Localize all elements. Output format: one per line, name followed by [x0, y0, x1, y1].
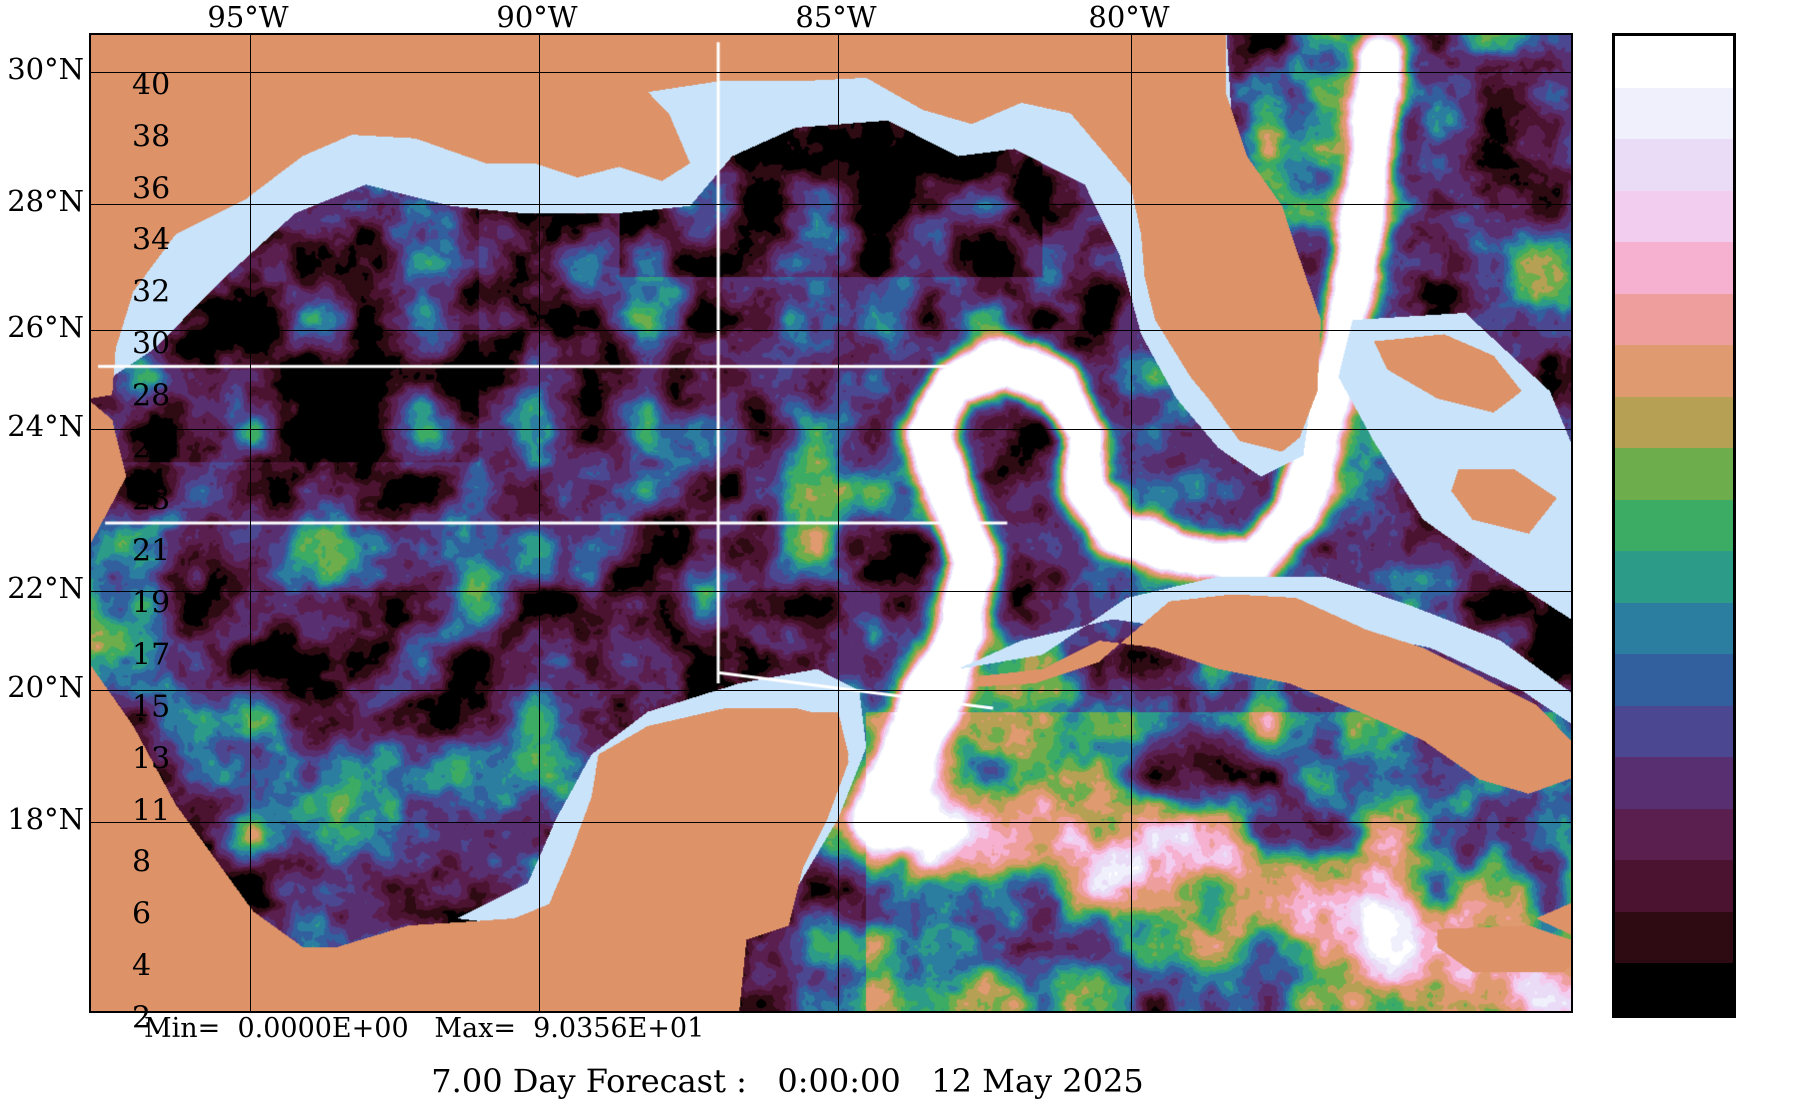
colorbar-band: [1615, 396, 1733, 449]
colorbar-band: [1615, 602, 1733, 655]
colorbar-tick: 19: [132, 585, 171, 621]
colorbar-band: [1615, 705, 1733, 758]
colorbar-tick-labels: 40 38 36 34 32 30 28 25 23 21 19 17 15 13 11 8 6 4 2: [132, 33, 202, 1035]
colorbar-band: [1615, 242, 1733, 294]
colorbar-bands: [1612, 33, 1736, 1018]
colorbar-band: [1615, 757, 1733, 809]
colorbar-tick: 17: [132, 637, 171, 673]
colorbar-tick: 6: [132, 896, 152, 932]
colorbar-band: [1615, 190, 1733, 243]
ocean-field-heatmap: [91, 35, 1571, 1011]
colorbar-band: [1615, 293, 1733, 346]
lat-tick-label: 18°N: [7, 802, 84, 836]
colorbar-tick: 25: [132, 430, 171, 466]
colorbar-band: [1615, 87, 1733, 140]
colorbar-band: [1615, 911, 1733, 964]
colorbar-tick: 13: [132, 741, 171, 777]
forecast-caption: 7.00 Day Forecast : 0:00:00 12 May 2025: [431, 1062, 1144, 1100]
colorbar-band: [1615, 808, 1733, 861]
lon-tick-label: 85°W: [795, 0, 877, 34]
colorbar-tick: 30: [132, 326, 171, 362]
colorbar-tick: 4: [132, 948, 152, 984]
colorbar-band: [1615, 551, 1733, 603]
colorbar-band: [1615, 499, 1733, 552]
colorbar-tick: 34: [132, 222, 171, 258]
lat-tick-label: 22°N: [7, 571, 84, 605]
colorbar-tick: 23: [132, 482, 171, 518]
lat-tick-label: 20°N: [7, 670, 84, 704]
colorbar-band: [1615, 139, 1733, 191]
colorbar: [1612, 33, 1737, 1018]
colorbar-tick: 40: [132, 67, 171, 103]
lon-tick-label: 80°W: [1088, 0, 1170, 34]
colorbar-tick: 11: [132, 793, 171, 829]
colorbar-band: [1615, 654, 1733, 706]
colorbar-band: [1615, 36, 1733, 88]
colorbar-tick: 21: [132, 533, 171, 569]
lat-tick-label: 26°N: [7, 310, 84, 344]
colorbar-tick: 28: [132, 378, 171, 414]
map-plot-area: [89, 33, 1573, 1013]
colorbar-tick: 2: [132, 1000, 152, 1036]
lat-tick-label: 30°N: [7, 52, 84, 86]
colorbar-tick: 32: [132, 274, 171, 310]
min-max-readout: Min= 0.0000E+00 Max= 9.0356E+01: [144, 1013, 705, 1044]
colorbar-band: [1615, 963, 1733, 1015]
colorbar-tick: 8: [132, 844, 152, 880]
colorbar-tick: 38: [132, 119, 171, 155]
colorbar-band: [1615, 345, 1733, 397]
lat-tick-label: 28°N: [7, 184, 84, 218]
colorbar-tick: 15: [132, 689, 171, 725]
colorbar-tick: 36: [132, 171, 171, 207]
lon-tick-label: 95°W: [207, 0, 289, 34]
colorbar-band: [1615, 860, 1733, 912]
lat-tick-label: 24°N: [7, 409, 84, 443]
colorbar-band: [1615, 448, 1733, 500]
lon-tick-label: 90°W: [496, 0, 578, 34]
